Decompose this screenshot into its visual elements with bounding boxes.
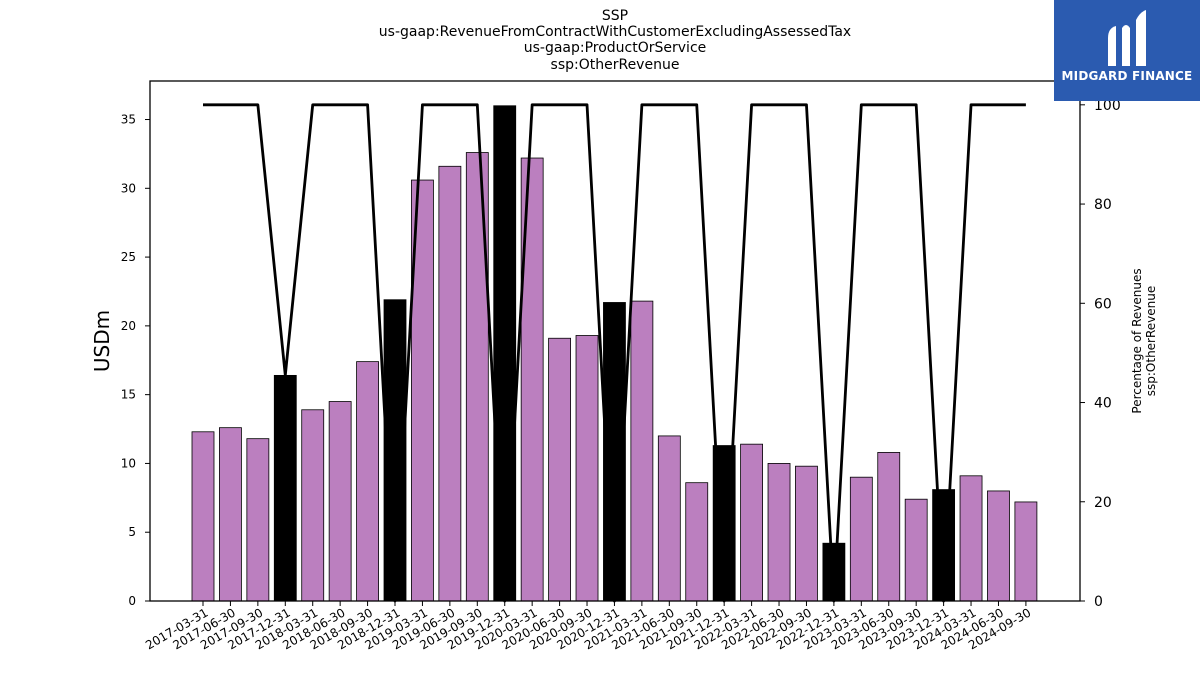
y-tick-label-left-20: 20 (121, 319, 136, 333)
bar-2017-03-31 (191, 431, 215, 602)
chart-title: SSP us-gaap:RevenueFromContractWithCusto… (379, 8, 851, 73)
bar-2018-09-30 (356, 361, 379, 602)
title-line-4: ssp:OtherRevenue (551, 57, 680, 73)
y-ticks-right: 0 20 40 60 80 100 (1080, 98, 1121, 610)
y-tick-label-left-0: 0 (128, 594, 136, 608)
y-tick-label-left-35: 35 (121, 113, 136, 127)
y-axis-label-right-line-2: ssp:OtherRevenue (1144, 286, 1158, 397)
bar-2021-03-31 (630, 300, 654, 602)
y-axis-label-right-line-1: Percentage of Revenues (1130, 268, 1144, 413)
bar-2022-09-30 (795, 465, 818, 602)
bar-2019-06-30 (438, 165, 462, 602)
bar-2022-03-31 (740, 443, 763, 602)
bar-2024-06-30 (987, 490, 1010, 602)
bar-2017-12-31 (273, 374, 297, 602)
midgard-logo-icon (1108, 10, 1146, 66)
y-tick-label-left-30: 30 (121, 181, 136, 195)
bar-2023-09-30 (904, 498, 928, 602)
y-tick-label-left-15: 15 (121, 388, 136, 402)
bar-2020-09-30 (575, 335, 599, 602)
bar-2021-06-30 (657, 435, 681, 602)
bar-2017-06-30 (219, 427, 242, 602)
y-axis-label-right: Percentage of Revenues ssp:OtherRevenue (1130, 268, 1158, 413)
midgard-finance-logo: MIDGARD FINANCE (1054, 0, 1200, 101)
bars (191, 105, 1038, 602)
y-tick-label-left-25: 25 (121, 250, 136, 264)
y-tick-label-left-10: 10 (121, 456, 136, 470)
bar-2018-06-30 (328, 401, 352, 602)
y-tick-label-right-0: 0 (1094, 594, 1103, 610)
bar-2017-09-30 (246, 438, 270, 602)
bar-2023-03-31 (849, 476, 873, 602)
axes (149, 80, 1081, 602)
bar-2020-06-30 (548, 337, 571, 602)
title-line-2: us-gaap:RevenueFromContractWithCustomerE… (379, 24, 851, 40)
y-tick-label-right-20: 20 (1094, 495, 1112, 511)
plot-frame (149, 80, 1081, 602)
bar-2019-12-31 (493, 105, 517, 602)
logo-text: MIDGARD FINANCE (1061, 69, 1193, 83)
bar-2021-09-30 (685, 482, 709, 602)
title-line-3: us-gaap:ProductOrService (524, 40, 707, 56)
y-tick-label-left-5: 5 (128, 525, 136, 539)
bar-2024-03-31 (959, 475, 983, 602)
bar-2022-06-30 (767, 463, 791, 602)
y-tick-label-right-60: 60 (1094, 296, 1112, 312)
x-ticks: 2017-03-312017-06-302017-09-302017-12-31… (143, 601, 1033, 652)
title-line-1: SSP (602, 8, 628, 24)
y-tick-label-right-80: 80 (1094, 197, 1112, 213)
y-ticks-left: 0 5 10 15 20 25 30 35 (121, 113, 150, 608)
bar-2024-09-30 (1014, 501, 1038, 602)
y-axis-label-left: USDm (90, 310, 114, 372)
y-tick-label-right-40: 40 (1094, 396, 1112, 412)
y-tick-label-right-100: 100 (1094, 98, 1121, 114)
bar-2023-06-30 (877, 452, 901, 602)
bar-2018-03-31 (301, 409, 325, 602)
